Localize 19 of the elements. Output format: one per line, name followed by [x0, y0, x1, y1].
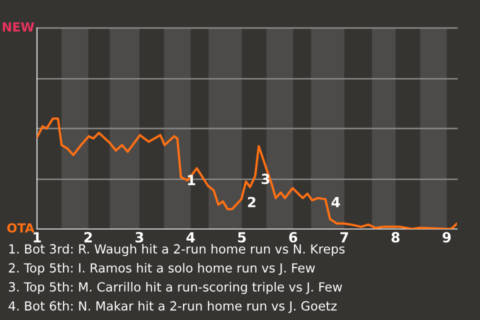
- text: 2. Top 5th: I. Ramos hit a solo home run vs J. Few: [8, 262, 315, 276]
- x-tick-label: 9: [442, 232, 451, 243]
- annotation: 1: [188, 174, 196, 186]
- text: 1. Bot 3rd: R. Waugh hit a 2-run home run vs N. Kreps: [9, 244, 345, 256]
- text: NEW: [2, 22, 34, 32]
- x-tick-label: 3: [136, 232, 144, 243]
- text: 4. Bot 6th: N. Makar hit a 2-run home run vs J. Goetz: [8, 300, 337, 313]
- x-tick-label: 4: [186, 232, 195, 242]
- x-tick-label: 2: [84, 232, 92, 242]
- annotation: 4: [332, 197, 340, 208]
- x-tick-label: 1: [34, 232, 41, 242]
- annotation: 2: [248, 196, 256, 208]
- x-tick-label: 6: [289, 232, 298, 243]
- x-tick-label: 8: [392, 232, 400, 243]
- x-tick-label: 7: [340, 232, 348, 242]
- text: 3. Top 5th: M. Carrillo hit a run-scoring triple vs J. Few: [8, 282, 342, 294]
- annotation: 3: [262, 174, 270, 184]
- x-tick-label: 5: [238, 232, 246, 243]
- text: OTA: [7, 223, 34, 233]
